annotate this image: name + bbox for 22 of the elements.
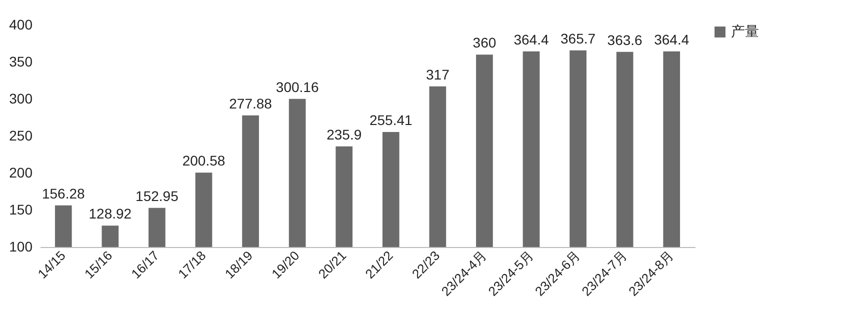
data-label: 365.7 [560, 30, 596, 46]
data-label: 200.58 [182, 152, 226, 169]
data-label: 277.88 [229, 95, 272, 112]
y-tick-label: 350 [9, 54, 33, 70]
y-tick-label: 400 [9, 16, 33, 32]
y-tick-label: 100 [9, 238, 33, 254]
y-tick-label: 150 [9, 202, 33, 218]
y-tick-label: 200 [9, 164, 33, 180]
y-tick-label: 250 [9, 128, 33, 144]
data-label: 363.6 [607, 32, 643, 48]
data-label: 300.16 [276, 78, 319, 95]
legend-label: 产量 [731, 23, 759, 39]
data-label: 360 [472, 34, 496, 51]
data-label: 156.28 [42, 185, 86, 202]
data-label: 128.92 [88, 206, 132, 222]
data-label: 255.41 [369, 112, 413, 128]
data-label: 235.9 [326, 126, 362, 142]
y-tick-label: 300 [9, 90, 33, 106]
data-label: 364.4 [654, 31, 690, 48]
data-label: 364.4 [514, 31, 549, 48]
data-label: 317 [426, 66, 450, 82]
data-label: 152.95 [136, 188, 179, 204]
